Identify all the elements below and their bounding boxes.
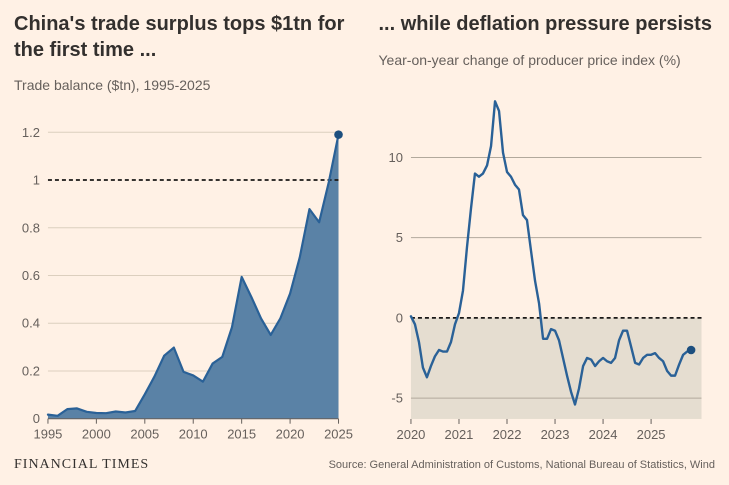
left-chart-subtitle: Trade balance ($tn), 1995-2025 bbox=[14, 77, 211, 94]
x-tick-label: 2025 bbox=[636, 427, 665, 442]
x-tick-label: 2024 bbox=[588, 427, 617, 442]
trade-balance-area-chart: 0 0.2 0.4 0.6 0.8 1 1.2 1995 2000 2005 2010 2015 202… bbox=[22, 125, 353, 442]
x-tick-label: 2025 bbox=[324, 427, 353, 442]
x-tick-label: 2023 bbox=[540, 427, 569, 442]
y-tick-label: 0.6 bbox=[22, 268, 40, 283]
x-tick-label: 2010 bbox=[179, 427, 208, 442]
end-point-marker bbox=[686, 345, 695, 354]
area-fill bbox=[47, 134, 339, 419]
y-tick-label: 0.4 bbox=[22, 316, 40, 331]
y-tick-label: 10 bbox=[388, 150, 402, 165]
y-tick-label: 0.2 bbox=[22, 364, 40, 379]
y-tick-label: 0.8 bbox=[22, 220, 40, 235]
y-tick-label: 0 bbox=[395, 310, 402, 325]
ft-brand-logo: FINANCIAL TIMES bbox=[14, 457, 150, 472]
y-tick-label: -5 bbox=[391, 390, 403, 405]
footer: FINANCIAL TIMES Source: General Administ… bbox=[0, 451, 729, 485]
ppi-panel: ... while deflation pressure persists Ye… bbox=[379, 12, 716, 451]
x-tick-label: 2020 bbox=[396, 427, 425, 442]
trade-surplus-panel: China's trade surplus tops $1tn for the … bbox=[14, 12, 353, 451]
x-tick-label: 2015 bbox=[227, 427, 256, 442]
y-tick-label: 1.2 bbox=[22, 125, 40, 140]
y-tick-label: 0 bbox=[33, 411, 40, 426]
x-tick-label: 2020 bbox=[276, 427, 305, 442]
x-tick-label: 2022 bbox=[492, 427, 521, 442]
source-note: Source: General Administration of Custom… bbox=[328, 459, 715, 471]
left-chart-title: China's trade surplus tops $1tn for the … bbox=[14, 13, 345, 61]
ppi-line-chart: -5 0 5 10 2020 2021 2022 2023 2024 2025 bbox=[388, 99, 702, 442]
charts-row: China's trade surplus tops $1tn for the … bbox=[14, 12, 716, 451]
x-tick-label: 2000 bbox=[82, 427, 111, 442]
x-tick-label: 2005 bbox=[130, 427, 159, 442]
right-chart-subtitle: Year-on-year change of producer price in… bbox=[378, 51, 681, 68]
y-tick-label: 5 bbox=[395, 230, 402, 245]
right-chart-title: ... while deflation pressure persists bbox=[378, 13, 712, 35]
y-tick-label: 1 bbox=[33, 173, 40, 188]
x-tick-label: 1995 bbox=[34, 427, 63, 442]
end-point-marker bbox=[334, 130, 343, 140]
series-line bbox=[46, 133, 340, 418]
series-line bbox=[409, 99, 692, 406]
x-tick-label: 2021 bbox=[444, 427, 473, 442]
